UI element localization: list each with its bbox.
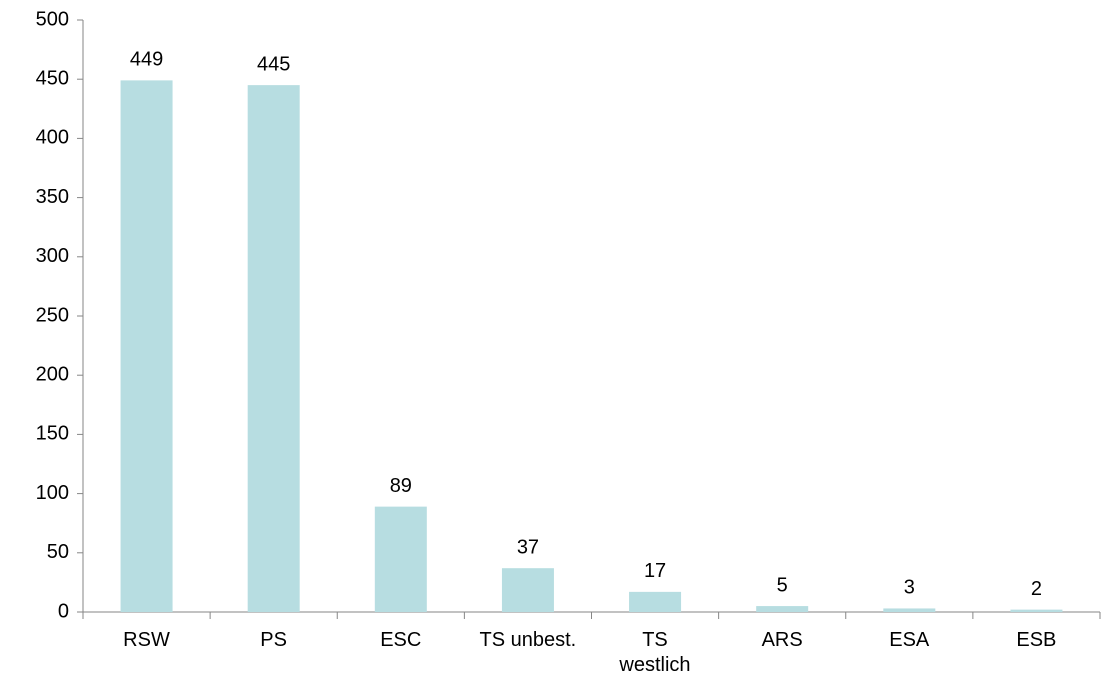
bar: [374, 506, 427, 612]
x-tick-label: RSW: [123, 629, 170, 651]
y-tick-label: 50: [47, 541, 69, 563]
bar: [120, 80, 173, 612]
x-tick-label: TS unbest.: [479, 629, 577, 651]
data-label: 37: [517, 536, 539, 558]
y-tick-label: 350: [36, 186, 69, 208]
x-tick-label: ARS: [761, 629, 803, 651]
y-tick-label: 300: [36, 245, 69, 267]
bar: [247, 85, 300, 613]
data-label: 2: [1031, 578, 1042, 600]
data-label: 5: [777, 574, 788, 596]
data-label: 89: [390, 475, 412, 497]
y-tick-label: 100: [36, 482, 69, 504]
y-tick-label: 500: [36, 8, 69, 30]
y-tick-label: 0: [58, 600, 69, 622]
x-tick-label: ESC: [380, 629, 422, 651]
x-tick-label: ESA: [889, 629, 930, 651]
bar: [756, 606, 809, 612]
data-label: 449: [130, 49, 163, 71]
x-tick-label: ESB: [1016, 629, 1057, 651]
y-tick-label: 250: [36, 304, 69, 326]
bar: [629, 591, 682, 612]
bar: [1010, 609, 1063, 612]
y-tick-label: 450: [36, 67, 69, 89]
y-tick-label: 200: [36, 363, 69, 385]
data-label: 17: [644, 560, 666, 582]
x-tick-label: PS: [260, 629, 287, 651]
bar: [501, 568, 554, 612]
y-tick-label: 400: [36, 127, 69, 149]
data-label: 445: [257, 53, 290, 75]
x-tick-label: TS westlich: [619, 629, 691, 676]
y-tick-label: 150: [36, 423, 69, 445]
bar: [883, 608, 936, 612]
data-label: 3: [904, 577, 915, 599]
